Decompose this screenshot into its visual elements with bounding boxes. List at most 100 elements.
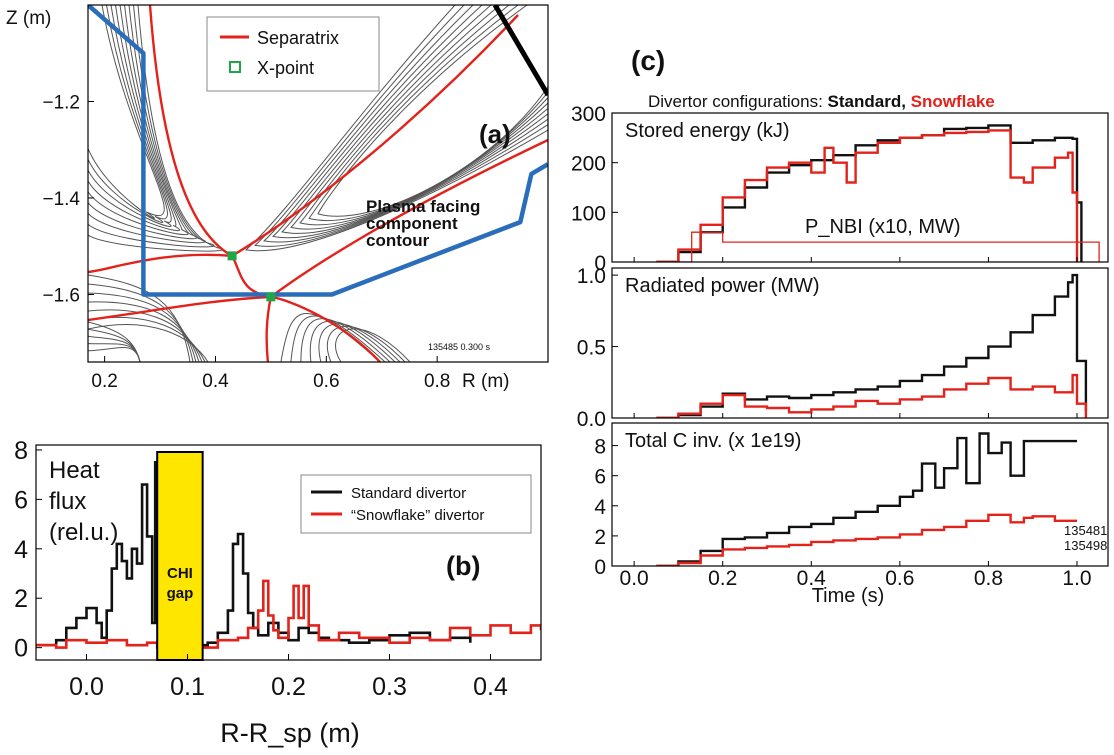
flux-line-lower-right	[309, 320, 396, 362]
panel-c-plot-2	[656, 273, 1088, 418]
panel-b-label: (b)	[446, 551, 480, 581]
pfc-contour	[88, 5, 548, 297]
flux-line-upper-left	[88, 5, 172, 228]
panel-b-x-tick-label: 0.2	[271, 673, 306, 701]
panel-a-shot-label: 135485 0.300 s	[428, 342, 491, 352]
flux-surfaces	[88, 5, 548, 362]
panel-c-y-tick-label: 0.0	[577, 408, 606, 431]
panel-b-x-tick-label: 0.4	[473, 673, 508, 701]
panel-c-subplot-title-1: Stored energy (kJ)	[625, 120, 790, 142]
flux-line-lower-right	[290, 315, 386, 362]
black-contour-top-right	[492, 5, 548, 97]
separatrix-lower-mid	[265, 296, 273, 362]
flux-line-upper-right	[263, 5, 548, 243]
panel-c-shot-label-2: 135498	[1064, 538, 1107, 553]
separatrix-outer	[270, 138, 548, 298]
flux-line-lower-left	[88, 316, 206, 362]
panel-c-header: Divertor configurations: Standard, Snowf…	[648, 92, 995, 111]
panel-b-x-tick-label: 0.0	[69, 673, 104, 701]
flux-line-upper-right	[317, 5, 548, 217]
panel-c-x-tick-label: 0.2	[708, 567, 737, 590]
panel-c-y-tick-label: 1.0	[577, 265, 606, 288]
panel-c-subplot-1: 300 200 100 0 Stored energy (kJ) P_NBI (x10, …	[571, 103, 1109, 275]
panel-b-x-tick-label: 0.1	[170, 673, 205, 701]
panel-c-series-1-2	[656, 129, 1079, 262]
separatrix-upper-left	[148, 5, 233, 257]
panel-c-shot-label-1: 135481	[1064, 523, 1107, 538]
legend-xpoint-label: X-point	[257, 58, 314, 78]
separatrix-left	[88, 253, 233, 274]
flux-line-inner	[88, 328, 141, 362]
panel-b-legend-label-1: Standard divertor	[351, 485, 466, 502]
panel-c-y-tick-label: 6	[594, 466, 606, 489]
panel-c-series-3-2	[656, 513, 1077, 566]
flux-line-upper-left	[88, 5, 223, 252]
flux-line-upper-left	[88, 5, 181, 232]
heat-flux-series-2	[36, 579, 541, 649]
panel-c-y-tick-label: 300	[571, 103, 606, 126]
panel-c-header-snowflake: Snowflake	[906, 92, 995, 111]
panel-c-xlabel: Time (s)	[812, 585, 885, 607]
flux-line-upper-right	[281, 5, 548, 234]
legend-separatrix-label: Separatrix	[257, 28, 339, 48]
flux-line-lower-right	[300, 318, 391, 362]
pfc-annotation-line-1: Plasma facing	[366, 197, 480, 216]
panel-c-subplot-2: 1.0 0.5 0.0 Radiated power (MW)	[577, 265, 1109, 431]
flux-line-inner	[88, 347, 141, 362]
chi-gap-label-line-2: gap	[167, 585, 194, 602]
flux-line-upper-left	[88, 5, 168, 224]
panel-a-y-tick-label: −1.6	[42, 285, 80, 306]
panel-b-plot	[36, 458, 541, 649]
separatrix-connect	[231, 255, 272, 299]
panel-c-frame-2	[611, 267, 1109, 419]
panel-b-ylabel-line-2: flux	[49, 488, 86, 515]
panel-a-x-tick-label: 0.2	[91, 371, 117, 392]
panel-c-plot-3	[656, 432, 1077, 566]
panel-c-series-2-2	[656, 373, 1088, 418]
flux-line-lower-right	[326, 325, 406, 362]
flux-line-lower-left	[88, 301, 200, 362]
xpoint-marker-2	[266, 292, 276, 302]
panel-c-y-tick-label: 0	[594, 252, 606, 275]
panel-a-label: (a)	[479, 119, 511, 149]
flux-line-inner	[88, 321, 141, 362]
separatrix-lower-right	[270, 295, 381, 362]
panel-c-frame-1	[611, 112, 1109, 263]
flux-line-lower-left	[88, 283, 194, 362]
panel-c-label: (c)	[631, 45, 665, 76]
xpoint-marker-1	[227, 251, 237, 261]
panel-b: CHI gap 0.0 0.1 0.2 0.3 0.4 0 2 4 6 8 R-R_sp (m) Heat…	[14, 437, 542, 748]
panel-b-legend-box	[300, 474, 532, 534]
panel-a-y-tick-label: −1.2	[42, 92, 80, 113]
panel-c-subplot-title-2: Radiated power (MW)	[625, 275, 820, 297]
flux-line-upper-left	[88, 5, 165, 219]
panel-b-xlabel: R-R_sp (m)	[220, 718, 360, 748]
panel-c-frame-3	[611, 422, 1109, 567]
panel-c-y-tick-label: 100	[571, 202, 606, 225]
panel-a-ylabel: Z (m)	[6, 8, 51, 29]
panel-a-frame	[87, 4, 549, 363]
separatrix-lower-left	[88, 295, 271, 322]
pfc-annotation-line-3: contour	[366, 231, 430, 250]
panel-b-y-tick-label: 6	[14, 486, 28, 514]
separatrix-upper-right	[231, 14, 519, 257]
panel-c-y-tick-label: 0.5	[577, 337, 606, 360]
flux-line-lower-left	[88, 274, 191, 362]
panel-c-x-tick-label: 0.6	[885, 567, 914, 590]
panel-c-x-tick-label: 0.0	[620, 567, 649, 590]
flux-line-upper-left	[88, 5, 206, 244]
flux-line-upper-right	[272, 5, 548, 239]
panel-c-series-3-1	[656, 432, 1077, 566]
panel-a-x-tick-label: 0.6	[313, 371, 339, 392]
flux-line-lower-left	[88, 324, 209, 362]
panel-a-x-tick-label: 0.8	[424, 371, 450, 392]
panel-c-subplot-title-3: Total C inv. (x 1e19)	[625, 430, 801, 452]
flux-line-lower-right	[335, 328, 411, 362]
chi-gap-label-line-1: CHI	[167, 565, 193, 582]
panel-a-x-tick-label: 0.4	[202, 371, 229, 392]
panel-c-nbi-annotation: P_NBI (x10, MW)	[805, 216, 961, 238]
chi-gap-box	[156, 451, 204, 661]
panel-c-x-tick-label: 0.8	[974, 567, 1003, 590]
